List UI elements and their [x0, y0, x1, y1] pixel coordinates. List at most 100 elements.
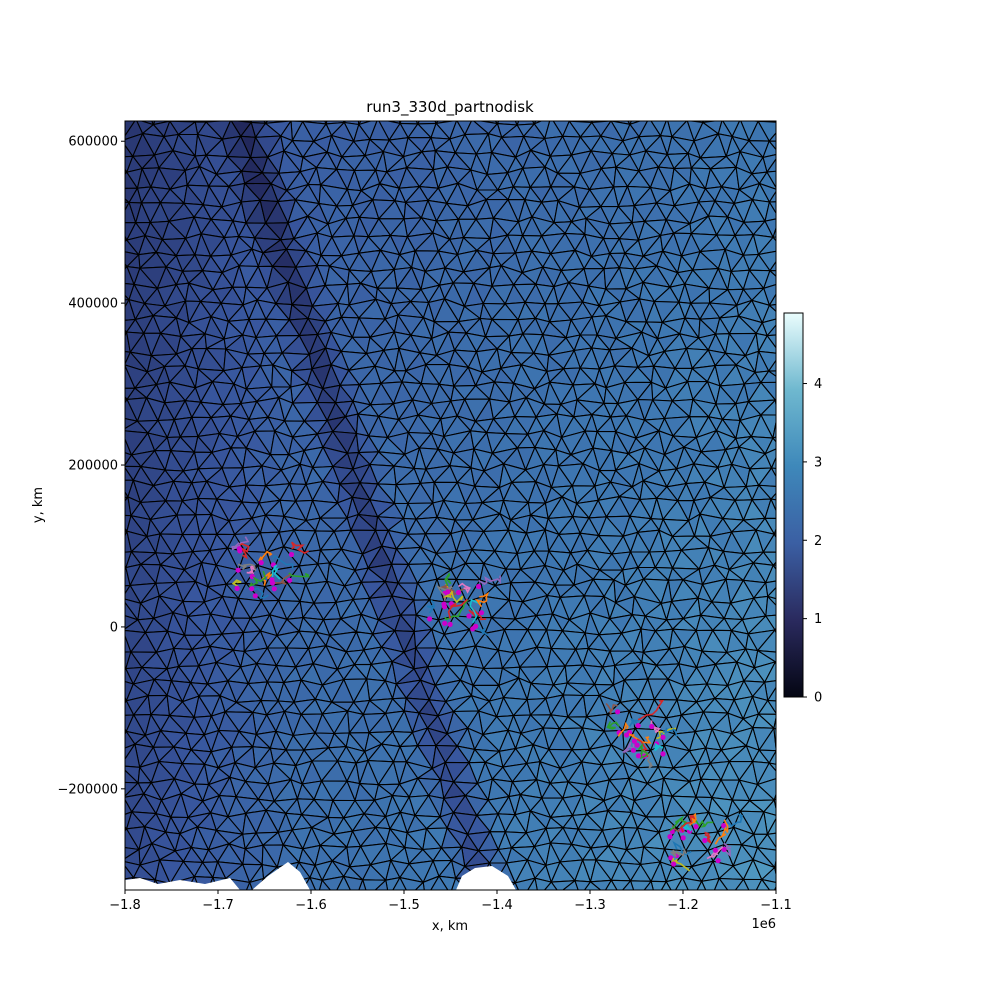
mesh-triangle: [797, 827, 822, 851]
mesh-triangle: [775, 750, 776, 752]
mesh-triangle: [637, 101, 656, 118]
mesh-triangle: [125, 730, 127, 736]
mesh-triangle: [125, 294, 130, 301]
particle-marker: [427, 616, 433, 622]
mesh-triangle: [450, 894, 471, 915]
mesh-triangle: [788, 718, 809, 735]
mesh-triangle: [604, 893, 619, 912]
mesh-triangle: [772, 436, 776, 443]
mesh-triangle: [779, 201, 804, 221]
mesh-triangle: [193, 121, 197, 123]
particle-marker: [668, 855, 674, 861]
mesh-triangle: [767, 699, 776, 715]
x-tick-label: −1.8: [109, 898, 141, 913]
particle-track: [444, 599, 469, 621]
mesh-triangle: [770, 467, 776, 478]
mesh-triangle: [768, 293, 776, 306]
particle-marker: [441, 604, 448, 610]
mesh-triangle: [686, 121, 688, 122]
particle-marker: [476, 583, 482, 590]
particle-track: [628, 716, 642, 727]
particle-marker: [660, 751, 666, 757]
x-tick-label: −1.5: [388, 898, 420, 913]
particle-track: [271, 554, 294, 570]
particle-cluster: [426, 572, 501, 637]
mesh-triangle: [792, 284, 810, 303]
particle-track: [291, 541, 310, 555]
particle-marker: [649, 723, 655, 730]
mesh-triangle: [766, 170, 776, 189]
mesh-triangle: [545, 101, 563, 117]
mesh-triangle: [804, 155, 819, 167]
particle-marker: [693, 824, 699, 830]
mesh-triangle: [790, 752, 813, 768]
particle-track: [653, 742, 664, 752]
mesh-triangle: [583, 881, 602, 890]
mesh-triangle: [797, 183, 821, 204]
y-tick-label: 600000: [68, 135, 118, 150]
colorbar-ticks: 0 1 2 3 4: [803, 377, 822, 706]
chart-title: run3_330d_partnodisk: [366, 98, 534, 117]
mesh-triangle: [125, 567, 127, 572]
mesh-triangle: [796, 865, 817, 883]
particle-track: [248, 570, 267, 588]
particle-track: [636, 738, 649, 758]
mesh-triangle: [622, 880, 635, 890]
mesh-triangle: [125, 828, 128, 832]
mesh-triangle: [701, 121, 705, 124]
mesh-triangle: [106, 766, 121, 782]
x-tick-label: −1.2: [667, 898, 699, 913]
mesh-triangle: [610, 121, 612, 122]
mesh-triangle: [792, 124, 812, 142]
mesh-triangle: [791, 105, 805, 124]
mesh-triangle: [766, 324, 776, 337]
mesh-triangle: [712, 102, 732, 120]
mesh-triangle: [780, 154, 804, 170]
mesh-triangle: [125, 667, 127, 671]
mesh-triangle: [644, 900, 669, 916]
particle-tracks: [231, 536, 743, 872]
mesh-triangle: [686, 121, 688, 122]
mesh-triangle: [272, 898, 285, 917]
particle-marker: [252, 593, 258, 599]
mesh-triangle: [768, 370, 776, 377]
particle-track: [704, 831, 712, 844]
mesh-triangle: [772, 561, 776, 566]
particle-marker: [466, 613, 472, 619]
mesh-triangle: [702, 121, 719, 124]
mesh-triangle: [792, 168, 805, 184]
mesh-triangle: [768, 303, 776, 313]
mesh-triangle: [106, 598, 123, 613]
mesh-triangle: [169, 900, 189, 916]
mesh-triangle: [125, 491, 129, 499]
mesh-triangle: [801, 716, 815, 735]
particle-marker: [671, 861, 677, 867]
mesh-triangle: [125, 527, 128, 533]
mesh-triangle: [768, 359, 776, 372]
mesh-triangle: [336, 875, 351, 890]
mesh-triangle: [768, 762, 776, 772]
particle-track: [469, 598, 481, 624]
mesh-triangle: [779, 218, 804, 234]
mesh-triangle: [783, 271, 799, 284]
mesh-triangle: [796, 750, 815, 762]
mesh-triangle: [442, 894, 456, 915]
mesh-triangle: [414, 881, 425, 890]
mesh-triangle: [249, 897, 272, 916]
particle-track: [231, 536, 250, 551]
mesh-triangle: [768, 190, 776, 203]
particle-marker: [234, 585, 240, 592]
mesh-triangle: [770, 492, 776, 501]
particle-track: [468, 606, 487, 621]
mesh-triangle: [168, 121, 171, 122]
mesh-triangle: [769, 260, 776, 272]
mesh-triangle: [115, 109, 136, 122]
mesh-triangle: [774, 866, 776, 877]
mesh-triangle: [796, 881, 817, 896]
mesh-triangle: [800, 105, 822, 124]
particle-marker: [455, 589, 462, 596]
mesh-triangle: [109, 417, 121, 433]
mesh-triangle: [799, 236, 814, 253]
y-tick-label: 0: [110, 620, 118, 635]
